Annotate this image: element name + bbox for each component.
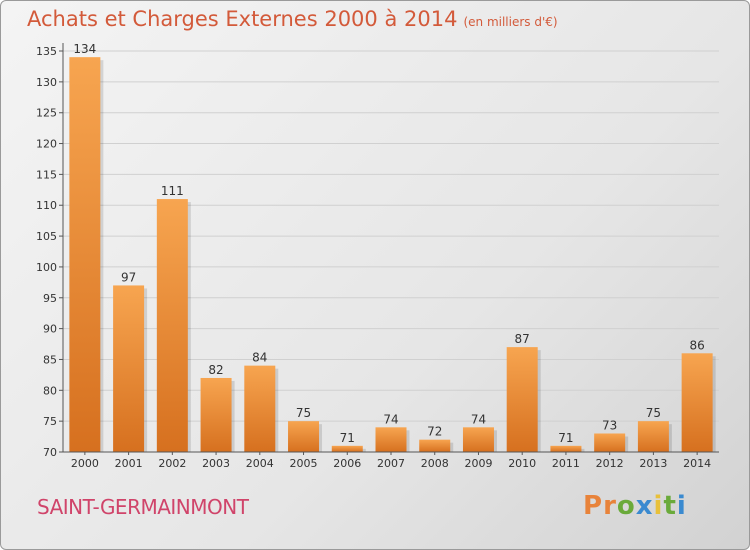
x-tick-label: 2006 xyxy=(333,457,361,470)
bar-value-label: 71 xyxy=(558,431,573,445)
bar-value-label: 74 xyxy=(383,412,398,426)
y-tick-label: 115 xyxy=(36,168,57,181)
bar xyxy=(681,353,713,452)
bar-value-label: 82 xyxy=(208,363,223,377)
bar xyxy=(419,439,451,452)
bars: 134 97 111 82 84 75 71 74 72 74 87 71 73 75 86 xyxy=(69,42,716,453)
x-tick-label: 2011 xyxy=(552,457,580,470)
y-tick-label: 80 xyxy=(43,384,57,397)
bar-value-label: 71 xyxy=(340,431,355,445)
bar xyxy=(244,365,276,452)
logo-letter: r xyxy=(603,491,617,521)
proxiti-logo: Proxiti xyxy=(583,491,687,521)
logo-letter: o xyxy=(616,491,636,521)
x-tick-label: 2013 xyxy=(639,457,667,470)
y-tick-label: 125 xyxy=(36,107,57,120)
logo-letter: t xyxy=(663,491,677,521)
y-tick-label: 90 xyxy=(43,323,57,336)
bar xyxy=(156,199,188,452)
bar xyxy=(288,421,320,452)
x-tick-label: 2005 xyxy=(290,457,318,470)
y-tick-label: 100 xyxy=(36,261,57,274)
y-tick-label: 70 xyxy=(43,446,57,459)
x-tick-label: 2001 xyxy=(115,457,143,470)
logo-letter: i xyxy=(653,491,664,521)
bar-value-label: 86 xyxy=(689,338,704,352)
y-tick-label: 85 xyxy=(43,353,57,366)
bar xyxy=(550,445,582,452)
bar xyxy=(594,433,626,452)
bar xyxy=(506,347,538,452)
bar xyxy=(200,377,232,452)
bar-value-label: 134 xyxy=(73,42,96,56)
x-tick-label: 2007 xyxy=(377,457,405,470)
logo-letter: i xyxy=(676,491,687,521)
chart-subtitle: (en milliers d'€) xyxy=(463,15,558,29)
y-tick-label: 75 xyxy=(43,415,57,428)
y-tick-label: 95 xyxy=(43,292,57,305)
x-tick-label: 2008 xyxy=(421,457,449,470)
x-tick-label: 2002 xyxy=(158,457,186,470)
bar-value-label: 72 xyxy=(427,425,442,439)
bar-value-label: 97 xyxy=(121,270,136,284)
y-tick-label: 120 xyxy=(36,138,57,151)
x-tick-label: 2000 xyxy=(71,457,99,470)
y-tick-label: 110 xyxy=(36,199,57,212)
bar xyxy=(69,57,101,453)
y-axis: 70 75 80 85 90 95 100 105 110 115 120 125 130 135 xyxy=(36,43,64,459)
y-tick-label: 105 xyxy=(36,230,57,243)
bar-value-label: 111 xyxy=(161,184,184,198)
bar-value-label: 84 xyxy=(252,351,267,365)
bar xyxy=(462,427,494,452)
bar xyxy=(331,445,363,452)
x-tick-label: 2012 xyxy=(596,457,624,470)
commune-name: SAINT-GERMAINMONT xyxy=(37,495,249,519)
y-tick-label: 135 xyxy=(36,45,57,58)
bar-value-label: 75 xyxy=(296,406,311,420)
x-axis: 2000 2001 2002 2003 2004 2005 2006 2007 2008 2009… xyxy=(63,451,719,470)
x-tick-label: 2009 xyxy=(464,457,492,470)
bar-value-label: 74 xyxy=(471,412,486,426)
y-tick-label: 130 xyxy=(36,76,57,89)
bar-value-label: 75 xyxy=(646,406,661,420)
x-tick-label: 2004 xyxy=(246,457,274,470)
logo-letter: P xyxy=(583,491,604,521)
x-tick-label: 2003 xyxy=(202,457,230,470)
x-tick-label: 2010 xyxy=(508,457,536,470)
bar-value-label: 87 xyxy=(515,332,530,346)
logo-letter: x xyxy=(635,491,654,521)
bar-value-label: 73 xyxy=(602,418,617,432)
bar xyxy=(637,421,669,452)
bar xyxy=(375,427,407,452)
chart-title: Achats et Charges Externes 2000 à 2014 (e… xyxy=(27,7,558,31)
x-tick-label: 2014 xyxy=(683,457,711,470)
bar xyxy=(113,285,145,452)
